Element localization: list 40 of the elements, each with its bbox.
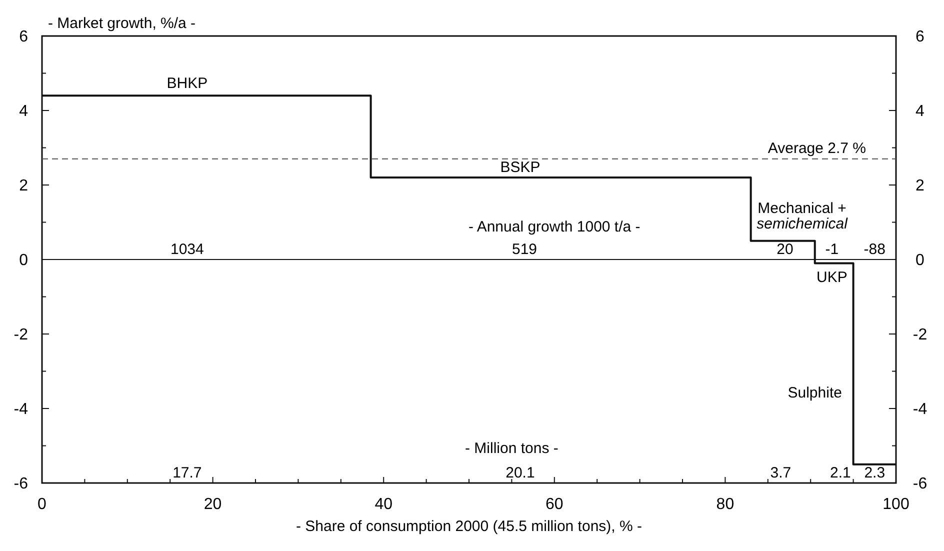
annotation: - Million tons -	[465, 440, 558, 458]
x-tick-label: 80	[716, 496, 734, 513]
annotation: BSKP	[500, 158, 540, 176]
x-tick-label: 60	[546, 496, 564, 513]
y-tick-label: 0	[19, 252, 28, 270]
annotation: 20.1	[506, 464, 535, 482]
y2-tick-label: 4	[916, 103, 925, 120]
y-tick-label: 6	[19, 28, 28, 46]
annotation: Sulphite	[788, 384, 842, 402]
y2-tick-label: 2	[916, 178, 925, 195]
y2-tick-label: -4	[912, 401, 928, 418]
annotation: 3.7	[770, 464, 792, 482]
annotation: UKP	[816, 268, 848, 286]
annotation: BHKP	[166, 75, 208, 92]
annotation: 2.1	[830, 464, 851, 482]
y-axis-title: - Market growth, %/a -	[48, 15, 196, 32]
y2-tick-label: 0	[916, 252, 925, 270]
x-axis-title: - Share of consumption 2000 (45.5 million tons), % -	[296, 518, 642, 535]
annotation: -88	[864, 240, 886, 258]
y-tick-label: 4	[19, 103, 28, 120]
annotation: 17.7	[172, 464, 202, 482]
y-tick-label: -2	[14, 326, 28, 344]
x-tick-label: 0	[38, 496, 47, 513]
annotation: 20	[776, 240, 794, 258]
annotation: Mechanical + semichemical	[756, 200, 848, 233]
y2-tick-label: -2	[912, 326, 928, 344]
y2-tick-label: 6	[916, 28, 925, 46]
x-tick-label: 40	[374, 496, 393, 513]
annotation: 1034	[170, 240, 204, 258]
x-tick-label: 20	[204, 496, 222, 513]
annotation: 2.3	[864, 464, 886, 482]
annotation: -1	[825, 240, 839, 258]
annotation: 519	[512, 240, 538, 258]
y-tick-label: -6	[14, 476, 28, 493]
y2-tick-label: -6	[912, 476, 928, 493]
x-tick-label: 100	[882, 496, 910, 513]
ref-line-label: Average 2.7 %	[768, 140, 866, 157]
y-tick-label: 2	[19, 178, 28, 195]
y-tick-label: -4	[14, 401, 28, 418]
annotation: - Annual growth 1000 t/a -	[468, 218, 640, 236]
